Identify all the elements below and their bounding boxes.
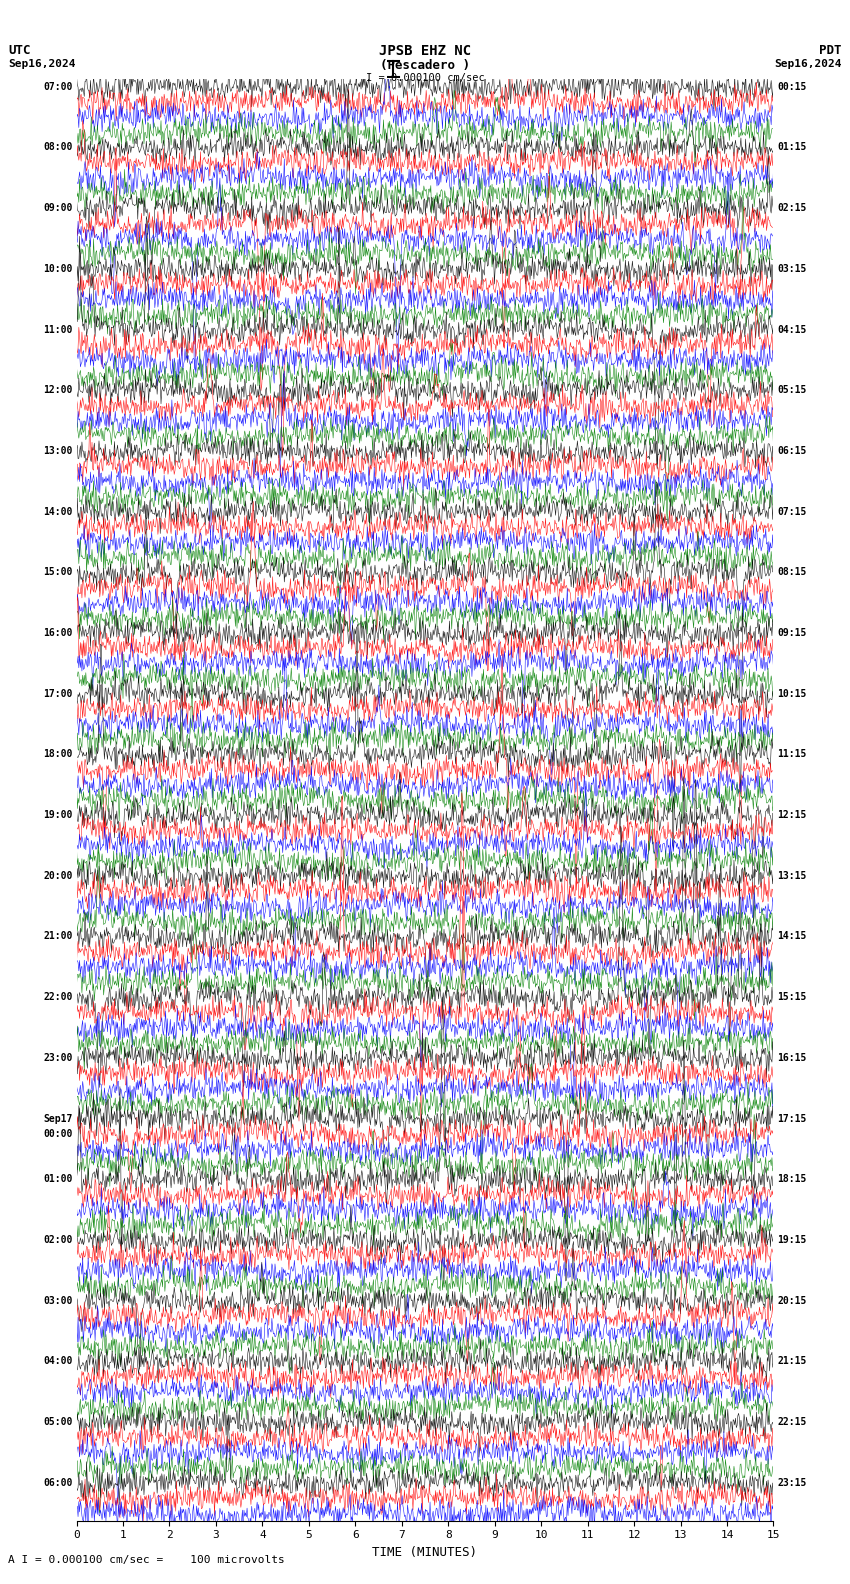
Text: 06:00: 06:00 [43,1478,72,1487]
Text: A I = 0.000100 cm/sec =    100 microvolts: A I = 0.000100 cm/sec = 100 microvolts [8,1555,286,1565]
Text: 17:00: 17:00 [43,689,72,699]
Text: 10:00: 10:00 [43,265,72,274]
Text: 21:00: 21:00 [43,931,72,941]
Text: 07:15: 07:15 [777,507,807,516]
Text: 05:15: 05:15 [777,385,807,396]
Text: 22:15: 22:15 [777,1418,807,1427]
Text: 23:00: 23:00 [43,1053,72,1063]
Text: Sep16,2024: Sep16,2024 [8,59,76,68]
Text: 22:00: 22:00 [43,992,72,1003]
Text: JPSB EHZ NC: JPSB EHZ NC [379,44,471,59]
Text: 13:00: 13:00 [43,447,72,456]
Text: 20:15: 20:15 [777,1296,807,1305]
Text: 01:15: 01:15 [777,143,807,152]
Text: 00:15: 00:15 [777,82,807,92]
Text: PDT: PDT [819,44,842,57]
X-axis label: TIME (MINUTES): TIME (MINUTES) [372,1546,478,1559]
Text: 21:15: 21:15 [777,1356,807,1367]
Text: 08:15: 08:15 [777,567,807,577]
Text: Sep16,2024: Sep16,2024 [774,59,842,68]
Text: 07:00: 07:00 [43,82,72,92]
Text: 00:00: 00:00 [43,1129,72,1139]
Text: 03:15: 03:15 [777,265,807,274]
Text: 04:15: 04:15 [777,325,807,334]
Text: 17:15: 17:15 [777,1114,807,1123]
Text: I = 0.000100 cm/sec: I = 0.000100 cm/sec [366,73,484,82]
Text: 09:00: 09:00 [43,203,72,214]
Text: UTC: UTC [8,44,31,57]
Text: 02:00: 02:00 [43,1236,72,1245]
Text: 06:15: 06:15 [777,447,807,456]
Text: (Pescadero ): (Pescadero ) [380,59,470,71]
Text: 09:15: 09:15 [777,627,807,638]
Text: 03:00: 03:00 [43,1296,72,1305]
Text: 14:15: 14:15 [777,931,807,941]
Text: 19:00: 19:00 [43,809,72,821]
Text: 18:00: 18:00 [43,749,72,759]
Text: 23:15: 23:15 [777,1478,807,1487]
Text: 04:00: 04:00 [43,1356,72,1367]
Text: 15:00: 15:00 [43,567,72,577]
Text: 08:00: 08:00 [43,143,72,152]
Text: 11:15: 11:15 [777,749,807,759]
Text: 20:00: 20:00 [43,871,72,881]
Text: 12:15: 12:15 [777,809,807,821]
Text: 19:15: 19:15 [777,1236,807,1245]
Text: 14:00: 14:00 [43,507,72,516]
Text: 05:00: 05:00 [43,1418,72,1427]
Text: 01:00: 01:00 [43,1174,72,1185]
Text: 11:00: 11:00 [43,325,72,334]
Text: 16:00: 16:00 [43,627,72,638]
Text: Sep17: Sep17 [43,1114,72,1123]
Text: 12:00: 12:00 [43,385,72,396]
Text: 16:15: 16:15 [777,1053,807,1063]
Text: 18:15: 18:15 [777,1174,807,1185]
Text: 13:15: 13:15 [777,871,807,881]
Text: 02:15: 02:15 [777,203,807,214]
Text: 15:15: 15:15 [777,992,807,1003]
Text: 10:15: 10:15 [777,689,807,699]
